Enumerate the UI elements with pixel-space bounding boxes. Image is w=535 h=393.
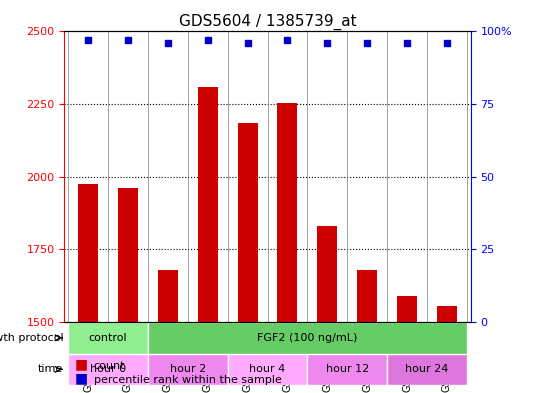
Bar — [238, 123, 257, 322]
Text: hour 2: hour 2 — [170, 364, 206, 375]
Text: time: time — [38, 364, 64, 375]
Bar — [158, 270, 178, 322]
FancyBboxPatch shape — [387, 354, 467, 385]
Text: hour 0: hour 0 — [90, 364, 126, 375]
Bar — [118, 188, 138, 322]
FancyBboxPatch shape — [227, 354, 308, 385]
FancyBboxPatch shape — [68, 322, 148, 354]
FancyBboxPatch shape — [148, 354, 227, 385]
Bar — [397, 296, 417, 322]
Text: control: control — [89, 333, 127, 343]
FancyBboxPatch shape — [148, 322, 467, 354]
Text: hour 12: hour 12 — [326, 364, 369, 375]
Bar — [317, 226, 337, 322]
Text: ■: ■ — [75, 371, 88, 385]
Text: FGF2 (100 ng/mL): FGF2 (100 ng/mL) — [257, 333, 357, 343]
FancyBboxPatch shape — [308, 354, 387, 385]
Bar — [198, 86, 218, 322]
Text: percentile rank within the sample: percentile rank within the sample — [94, 375, 281, 385]
Text: growth protocol: growth protocol — [0, 333, 64, 343]
Bar — [437, 306, 457, 322]
Text: count: count — [94, 362, 125, 371]
Text: hour 24: hour 24 — [406, 364, 449, 375]
FancyBboxPatch shape — [68, 354, 148, 385]
Bar — [78, 184, 98, 322]
Bar — [278, 103, 297, 322]
Text: ■: ■ — [75, 357, 88, 371]
Bar — [357, 270, 377, 322]
Title: GDS5604 / 1385739_at: GDS5604 / 1385739_at — [179, 14, 356, 30]
Text: hour 4: hour 4 — [249, 364, 286, 375]
